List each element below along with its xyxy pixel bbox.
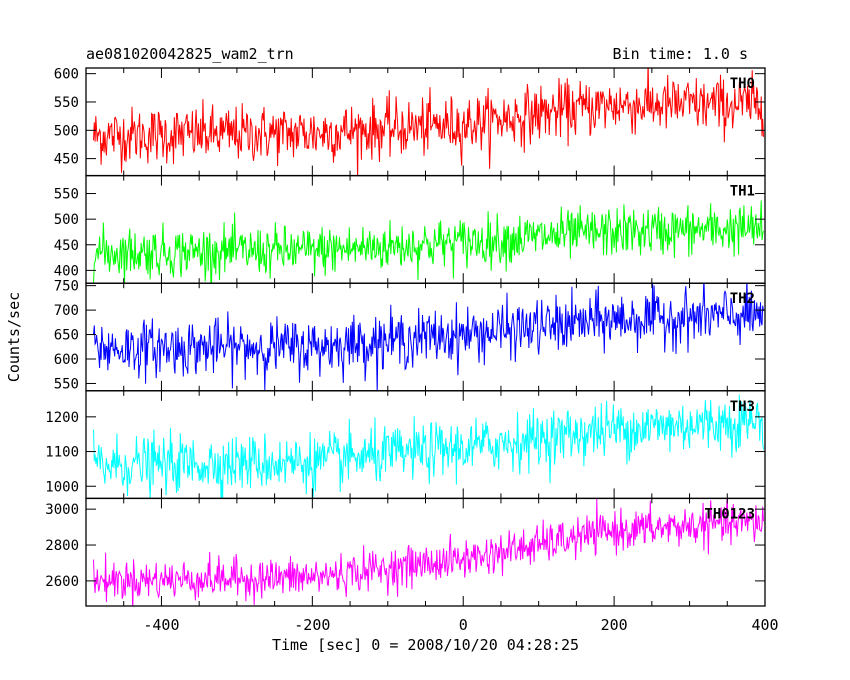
y-tick-label: 2800 [45,538,79,554]
y-tick-label: 1200 [45,410,79,426]
panel-th0123: 2600 2800 3000 TH0123 [45,497,766,607]
panel-th1: 400 450 500 550 TH1 [54,174,766,284]
y-tick-label: 650 [54,328,79,344]
y-tick-label: 500 [54,212,79,228]
panel-frame [85,67,766,177]
panel-th3: 1000 1100 1200 TH3 [45,390,766,500]
x-tick-label: -200 [294,616,330,634]
y-tick-label: 1100 [45,445,79,461]
series-line-th1 [93,200,764,284]
series-line-th3 [93,394,764,499]
y-tick-label: 3000 [45,502,79,518]
panel-frame [85,174,766,284]
x-tick-label: -400 [143,616,179,634]
y-tick-label: 550 [54,187,79,203]
y-tick-label: 400 [54,263,79,279]
series-line-th2 [93,283,764,391]
y-tick-label: 550 [54,95,79,111]
y-tick-label: 600 [54,67,79,83]
y-tick-label: 550 [54,376,79,392]
y-tick-label: 2600 [45,574,79,590]
panel-label-th0123: TH0123 [704,506,755,522]
chart-title: ae081020042825_wam2_trn [86,45,294,63]
bin-time-label: Bin time: 1.0 s [612,45,748,63]
panel-label-th2: TH2 [730,291,755,307]
x-tick-label: 200 [601,616,628,634]
y-tick-label: 450 [54,238,79,254]
x-axis-label: Time [sec] 0 = 2008/10/20 04:28:25 [272,636,579,654]
x-tick-label: 0 [459,616,468,634]
y-tick-label: 700 [54,303,79,319]
series-line-th0 [93,68,764,176]
x-tick-label: 400 [751,616,778,634]
series-line-th0123 [93,498,764,606]
y-tick-label: 1000 [45,479,79,495]
panel-frame [85,497,766,607]
y-axis-label: Counts/sec [5,292,23,382]
y-tick-label: 600 [54,352,79,368]
panel-label-th3: TH3 [730,399,755,415]
y-tick-label: 750 [54,279,79,295]
y-tick-label: 500 [54,123,79,139]
panel-th2: 550 600 650 700 750 TH2 [54,279,766,392]
panel-th0: 450 500 550 600 TH0 [54,67,766,177]
y-tick-label: 450 [54,152,79,168]
panel-label-th0: TH0 [730,76,755,92]
panel-label-th1: TH1 [730,184,755,200]
